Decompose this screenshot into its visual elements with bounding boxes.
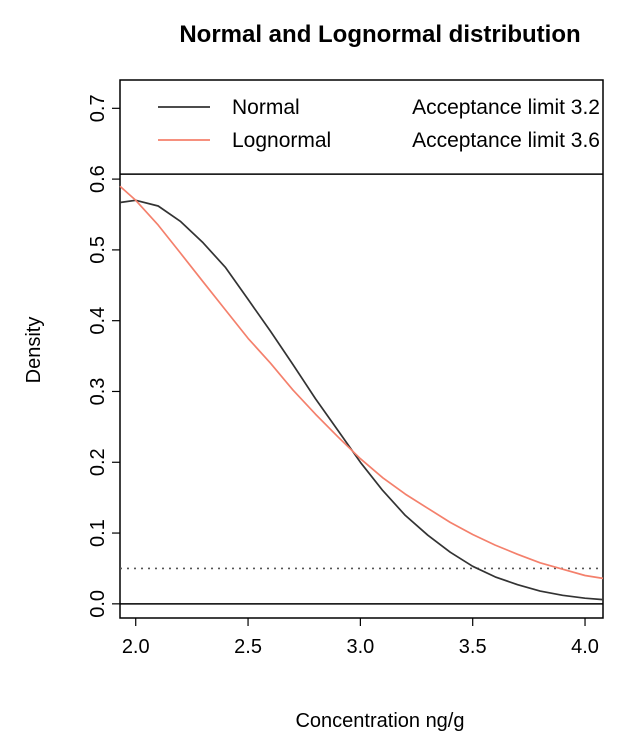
x-tick-label: 3.5 <box>459 636 487 658</box>
series-line-normal <box>119 199 604 601</box>
y-tick-label: 0.6 <box>87 165 109 193</box>
y-tick-label: 0.4 <box>87 307 109 335</box>
x-tick-label: 2.5 <box>234 636 262 658</box>
x-tick-label: 3.0 <box>346 636 374 658</box>
plot-border <box>119 79 604 619</box>
y-tick-label: 0.5 <box>87 236 109 264</box>
x-tick-label: 2.0 <box>122 636 150 658</box>
legend-note-normal: Acceptance limit 3.2 <box>412 96 600 119</box>
y-tick-label: 0.7 <box>87 94 109 122</box>
plot-layer: 2.0 2.5 3.0 3.5 4.0 0.0 0.1 0.2 0.3 0.4 0.5 0.6 0.7 N… <box>87 79 604 658</box>
y-tick-label: 0.1 <box>87 519 109 547</box>
y-axis-label: Density <box>23 317 45 384</box>
chart-title: Normal and Lognormal distribution <box>179 21 580 48</box>
series-line-lognormal <box>119 185 604 580</box>
legend-label-lognormal: Lognormal <box>232 129 331 152</box>
x-axis-label: Concentration ng/g <box>295 710 464 732</box>
y-tick-label: 0.0 <box>87 590 109 618</box>
x-tick-label: 4.0 <box>571 636 599 658</box>
legend-note-lognormal: Acceptance limit 3.6 <box>412 129 600 152</box>
y-tick-label: 0.2 <box>87 448 109 476</box>
legend-label-normal: Normal <box>232 96 300 119</box>
y-tick-label: 0.3 <box>87 378 109 406</box>
